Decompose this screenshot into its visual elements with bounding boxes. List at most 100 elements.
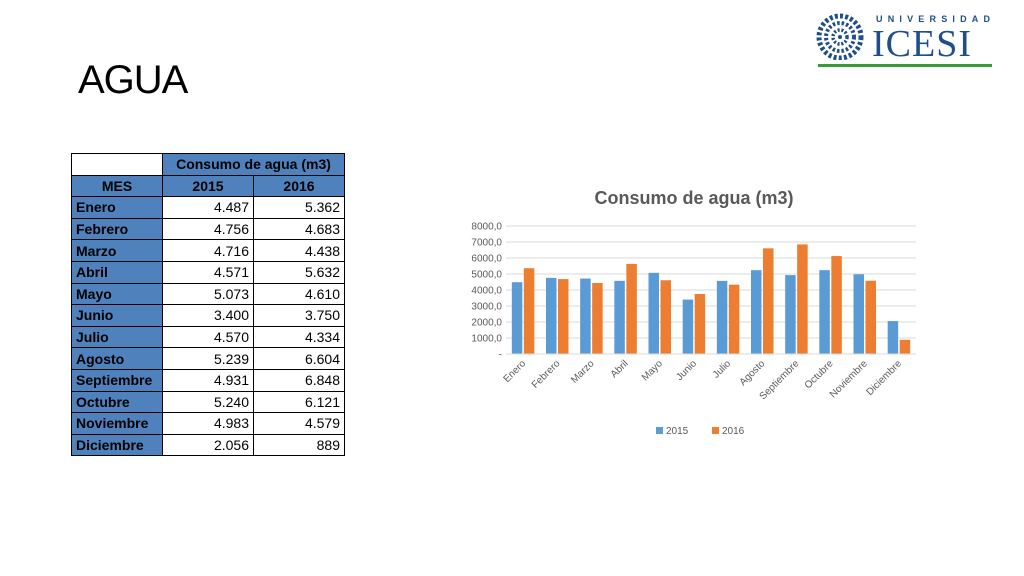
y-tick-label: 7000,0 [471, 238, 502, 249]
table-row: Agosto 5.239 6.604 [71, 347, 345, 370]
table-row-month: Mayo [71, 282, 163, 306]
table-row: Julio 4.570 4.334 [71, 325, 345, 349]
table-row-month: Julio [71, 325, 163, 349]
table-row-month: Junio [71, 304, 163, 327]
bar-2015-septiembre [785, 275, 796, 354]
table-cell-2015: 4.571 [162, 260, 254, 284]
table-cell-2016: 5.362 [253, 196, 345, 219]
y-tick-label: 6000,0 [471, 254, 502, 265]
table-cell-2016: 6.848 [253, 368, 345, 392]
table-cell-2016: 4.334 [253, 325, 345, 349]
x-tick-label: Mayo [640, 358, 665, 383]
table-cell-2015: 2.056 [162, 433, 254, 457]
chart-title: Consumo de agua (m3) [594, 188, 793, 208]
y-tick-label: 4000,0 [471, 286, 502, 297]
table-cell-2015: 5.239 [162, 347, 254, 370]
bar-2015-octubre [819, 270, 830, 354]
table-row-month: Marzo [71, 239, 163, 262]
logo-big-text: ICESI [872, 23, 972, 65]
bar-2016-febrero [558, 279, 569, 354]
table-header-2016: 2016 [253, 174, 345, 198]
table-cell-2016: 4.438 [253, 239, 345, 262]
bar-2015-abril [614, 280, 625, 354]
legend-label: 2015 [666, 426, 689, 437]
table-cell-2016: 6.604 [253, 347, 345, 370]
table-row-month: Febrero [71, 217, 163, 241]
bar-2016-julio [728, 284, 740, 354]
table-header-mes: MES [71, 174, 163, 198]
table-row: Enero 4.487 5.362 [71, 196, 345, 219]
table-corner-cell [71, 153, 163, 176]
table-cell-2016: 4.683 [253, 217, 345, 241]
table-cell-2016: 4.610 [253, 282, 345, 306]
table-row-month: Agosto [71, 347, 163, 370]
x-tick-label: Junio [674, 358, 699, 383]
logo-small-text: UNIVERSIDAD [876, 14, 996, 24]
table-row: Mayo 5.073 4.610 [71, 282, 345, 306]
table-row-month: Abril [71, 260, 163, 284]
water-consumption-table: Consumo de agua (m3) MES 2015 2016 Enero… [71, 153, 345, 457]
table-row-month: Septiembre [71, 368, 163, 392]
table-cell-2015: 4.756 [162, 217, 254, 241]
x-tick-label: Marzo [569, 358, 597, 386]
table-cell-2015: 4.570 [162, 325, 254, 349]
table-header-2015: 2015 [162, 174, 254, 198]
table-cell-2016: 4.579 [253, 412, 345, 435]
bar-2016-marzo [592, 282, 603, 354]
y-tick-label: 8000,0 [471, 222, 502, 233]
bar-2015-marzo [580, 278, 591, 354]
bar-2016-junio [694, 294, 706, 354]
y-tick-label: 3000,0 [471, 302, 502, 313]
table-row-month: Enero [71, 196, 163, 219]
table-group-header-row: Consumo de agua (m3) [71, 153, 345, 176]
x-tick-label: Febrero [530, 358, 563, 391]
bar-2015-mayo [648, 272, 659, 354]
x-tick-label: Noviembre [828, 358, 870, 400]
table-row-month: Octubre [71, 390, 163, 414]
legend-swatch [712, 427, 719, 434]
table-row-month: Noviembre [71, 412, 163, 435]
y-tick-label: 5000,0 [471, 270, 502, 281]
table-cell-2015: 5.073 [162, 282, 254, 306]
x-tick-label: Diciembre [864, 358, 904, 398]
x-tick-label: Enero [502, 358, 529, 385]
bar-2015-noviembre [853, 274, 864, 354]
table-row: Octubre 5.240 6.121 [71, 390, 345, 414]
bar-2016-enero [523, 268, 535, 354]
bar-2015-enero [511, 282, 523, 354]
logo-emblem-icon [816, 13, 864, 60]
table-row: Marzo 4.716 4.438 [71, 239, 345, 262]
table-row: Septiembre 4.931 6.848 [71, 368, 345, 392]
bar-2016-agosto [763, 248, 774, 354]
table-cell-2015: 4.931 [162, 368, 254, 392]
bar-2015-julio [716, 280, 728, 354]
bar-2015-junio [682, 299, 694, 354]
table-cell-2015: 4.983 [162, 412, 254, 435]
bar-2016-mayo [660, 280, 671, 354]
university-logo: UNIVERSIDAD ICESI [816, 12, 994, 70]
water-consumption-chart: Consumo de agua (m3) - 1000,0 2000,0 3000,0… [471, 188, 916, 437]
y-tick-label: 2000,0 [471, 318, 502, 329]
x-tick-label: Agosto [738, 358, 768, 388]
table-row: Diciembre 2.056 889 [71, 433, 345, 457]
table-row: Abril 4.571 5.632 [71, 260, 345, 284]
chart-y-axis: - 1000,0 2000,0 3000,0 4000,0 5000,0 6000,0 700… [471, 222, 502, 361]
table-column-header-row: MES 2015 2016 [71, 174, 345, 198]
x-tick-label: Abril [609, 358, 631, 380]
chart-x-axis: Enero Febrero Marzo Abril Mayo Junio Julio Agos… [502, 353, 916, 402]
table-group-header: Consumo de agua (m3) [162, 153, 345, 176]
chart-legend: 2015 2016 [656, 426, 745, 437]
table-cell-2016: 3.750 [253, 304, 345, 327]
table-cell-2015: 4.716 [162, 239, 254, 262]
bar-2016-octubre [831, 256, 842, 354]
table-cell-2015: 3.400 [162, 304, 254, 327]
bar-2015-agosto [751, 270, 762, 354]
slide-title: AGUA [78, 58, 188, 102]
bar-2016-abril [626, 263, 637, 354]
table-row: Noviembre 4.983 4.579 [71, 412, 345, 435]
y-tick-label: 1000,0 [471, 334, 502, 345]
bar-2016-septiembre [797, 244, 808, 354]
legend-label: 2016 [722, 426, 745, 437]
x-tick-label: Octubre [803, 358, 836, 391]
table-row: Febrero 4.756 4.683 [71, 217, 345, 241]
